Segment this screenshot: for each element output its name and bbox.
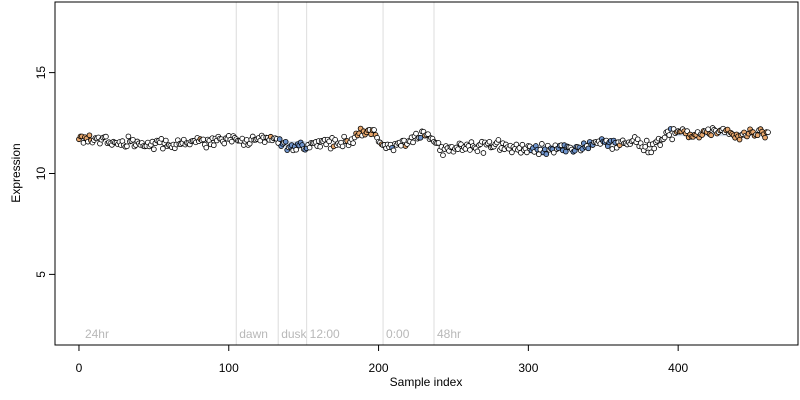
data-point	[440, 152, 446, 159]
data-point	[261, 139, 268, 146]
data-point	[200, 136, 207, 143]
data-point	[666, 132, 672, 138]
data-point	[519, 141, 526, 148]
x-tick-label: 200	[369, 361, 389, 375]
data-point	[642, 143, 649, 150]
data-point	[124, 143, 130, 150]
highlight-band-5	[675, 132, 769, 137]
data-point	[708, 132, 714, 139]
data-point	[539, 141, 545, 147]
x-tick-label: 400	[668, 361, 688, 375]
annotation-label-1: dawn	[239, 327, 268, 341]
data-point	[151, 146, 157, 153]
data-point	[480, 150, 487, 156]
data-point	[513, 141, 520, 148]
annotation-label-2: dusk	[281, 327, 307, 341]
data-point	[158, 136, 165, 142]
data-point	[130, 136, 136, 143]
data-point	[425, 131, 431, 137]
data-point	[410, 139, 416, 146]
data-point	[103, 133, 109, 140]
data-point	[585, 145, 592, 152]
data-point	[293, 146, 299, 153]
data-point	[276, 136, 283, 142]
annotation-labels-layer: 24hr dawn dusk 12:00 0:00 48hr	[85, 327, 461, 341]
data-point	[657, 142, 663, 148]
data-point	[509, 149, 515, 156]
annotation-lines-layer	[235, 2, 435, 345]
points-layer	[76, 125, 771, 159]
annotation-label-4: 0:00	[386, 327, 410, 341]
plot-frame	[54, 1, 799, 346]
y-axis-label: Expression	[9, 143, 23, 202]
data-point	[495, 137, 502, 143]
data-point	[705, 126, 711, 133]
data-point	[684, 128, 690, 134]
data-point	[210, 142, 217, 149]
data-point	[86, 132, 93, 139]
data-point	[341, 133, 347, 140]
data-point	[765, 129, 771, 136]
data-point	[160, 145, 166, 152]
x-axis-label: Sample index	[390, 375, 463, 389]
data-point	[661, 134, 668, 141]
data-point	[634, 136, 641, 143]
data-point	[332, 136, 338, 143]
data-point	[350, 140, 356, 146]
y-axis: 5 10 15	[34, 66, 56, 278]
data-point	[536, 151, 542, 158]
data-point	[228, 138, 235, 145]
data-point	[317, 143, 323, 150]
y-tick-label: 10	[34, 167, 48, 181]
data-point	[163, 137, 169, 144]
data-point	[648, 149, 654, 156]
data-point	[326, 138, 332, 145]
x-axis: 0 100 200 300 400	[76, 344, 688, 375]
x-tick-label: 100	[219, 361, 239, 375]
x-tick-label: 0	[76, 361, 83, 375]
data-point	[762, 134, 768, 141]
y-tick-label: 5	[34, 271, 48, 278]
data-point	[282, 138, 289, 145]
data-point	[306, 144, 313, 151]
data-point	[203, 144, 210, 151]
data-point	[551, 149, 557, 156]
annotation-label-5: 48hr	[437, 327, 461, 341]
data-point	[474, 148, 481, 155]
data-point	[543, 151, 550, 157]
data-point	[486, 139, 493, 145]
data-point	[221, 140, 228, 147]
data-point	[754, 132, 761, 139]
data-point	[413, 130, 419, 137]
data-point	[467, 147, 473, 153]
x-tick-label: 300	[518, 361, 538, 375]
data-point	[417, 134, 424, 141]
data-point	[339, 143, 346, 150]
data-point	[643, 137, 650, 144]
annotation-label-0: 24hr	[85, 327, 109, 341]
data-point	[524, 149, 530, 156]
annotation-label-3: 12:00	[310, 327, 340, 341]
data-point	[651, 145, 657, 152]
data-point	[435, 140, 442, 146]
data-point	[80, 140, 87, 146]
data-point	[455, 146, 461, 152]
data-point	[669, 136, 675, 143]
data-point	[390, 147, 397, 154]
data-point	[398, 142, 404, 149]
data-point	[563, 148, 569, 155]
data-point	[125, 133, 132, 140]
y-tick-label: 15	[34, 66, 48, 80]
data-point	[609, 146, 616, 152]
data-point	[371, 127, 377, 133]
